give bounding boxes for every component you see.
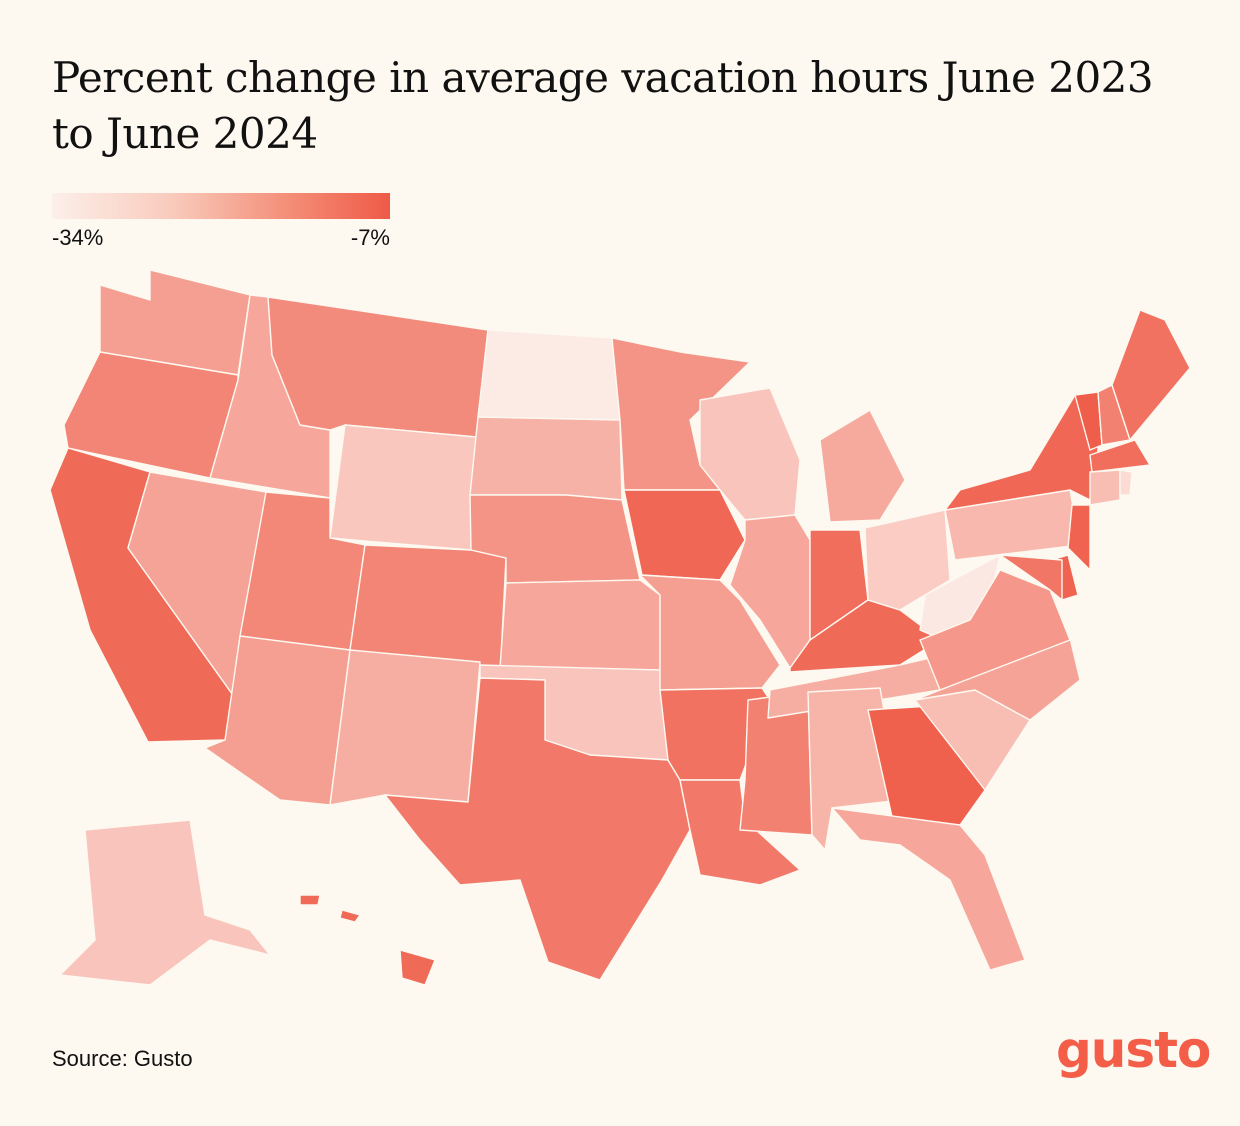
state-ak [59, 819, 271, 986]
state-mi [819, 409, 906, 523]
source-note: Source: Gusto [52, 1046, 193, 1071]
gusto-logo: gusto [1056, 1021, 1211, 1079]
legend-gradient-bar [52, 193, 390, 219]
state-wy [329, 424, 477, 551]
state-ia [623, 489, 746, 581]
color-legend: -34% -7% [52, 193, 390, 250]
legend-min-label: -34% [52, 225, 104, 250]
state-mo [639, 574, 781, 691]
state-me [1111, 309, 1191, 441]
state-tx [384, 677, 691, 981]
state-sd [469, 416, 623, 501]
state-nd [477, 329, 621, 421]
state-nm [329, 649, 481, 806]
state-fl [831, 807, 1026, 971]
state-ri [1119, 469, 1133, 496]
state-ky [789, 599, 941, 673]
state-md [999, 554, 1063, 601]
state-hi [299, 894, 436, 986]
state-ct [1089, 469, 1121, 506]
state-nc [914, 637, 1081, 721]
legend-max-label: -7% [350, 225, 390, 250]
state-mt [267, 296, 489, 438]
state-nj [1067, 504, 1091, 571]
states-layer [49, 269, 1191, 986]
state-la [679, 779, 801, 886]
chart-title: Percent change in average vacation hours… [52, 53, 1154, 158]
state-ma [1089, 439, 1151, 473]
state-ks [499, 579, 661, 671]
